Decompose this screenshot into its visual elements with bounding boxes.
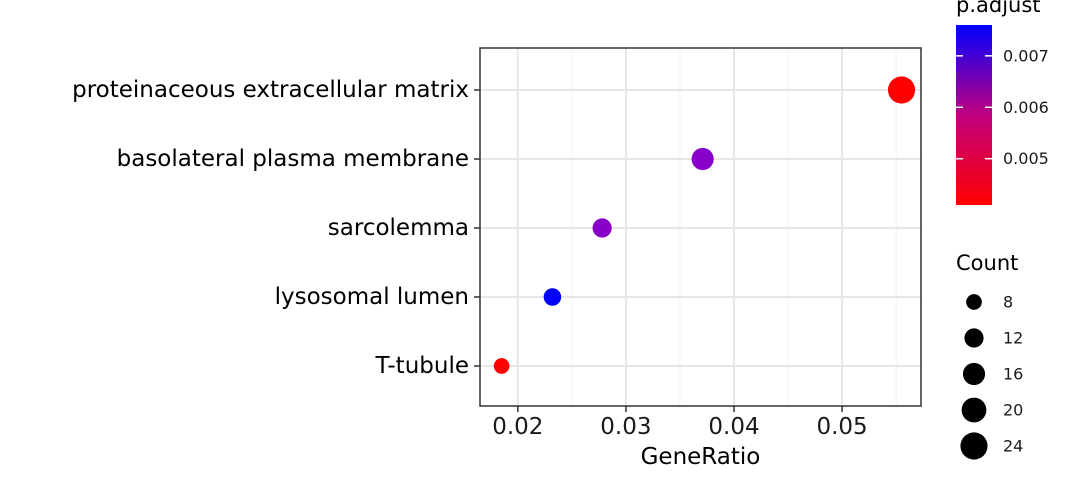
x-tick-label: 0.03: [600, 414, 651, 440]
x-tick-label: 0.05: [816, 414, 867, 440]
colorbar-ticks: 0.005 0.006 0.007: [956, 46, 1049, 168]
y-axis: proteinaceous extracellular matrix basola…: [72, 77, 480, 379]
size-legend-label: 8: [1003, 293, 1013, 312]
data-point: [543, 288, 562, 306]
x-tick-label: 0.04: [708, 414, 759, 440]
colorbar-tick-label: 0.006: [1003, 98, 1049, 117]
y-tick-label: sarcolemma: [328, 215, 469, 241]
x-axis-title: GeneRatio: [641, 444, 761, 470]
data-point: [691, 147, 714, 171]
colorbar-tick-label: 0.005: [1003, 149, 1049, 168]
colorbar: [956, 25, 992, 205]
size-legend-label: 12: [1003, 329, 1023, 348]
data-point: [493, 358, 510, 374]
x-axis: 0.02 0.03 0.04 0.05: [492, 406, 868, 440]
y-tick-label: T-tubule: [374, 353, 469, 379]
data-point: [887, 76, 916, 104]
size-legend-items: 8 12 16 20 24: [960, 293, 1023, 460]
size-legend: Count 8 12 16 20 24: [956, 251, 1023, 460]
grid-layer: [480, 48, 921, 406]
size-legend-label: 24: [1003, 437, 1023, 456]
size-legend-label: 16: [1003, 365, 1023, 384]
size-legend-title: Count: [956, 251, 1018, 275]
size-legend-dot: [966, 294, 982, 310]
color-legend-title: p.adjust: [956, 0, 1041, 17]
size-legend-dot: [962, 362, 986, 386]
panel-border: [479, 47, 922, 407]
size-legend-dot: [964, 328, 984, 348]
size-legend-dot: [961, 397, 987, 423]
points-layer: [493, 76, 916, 374]
color-legend: p.adjust 0.005 0.006 0.007: [956, 0, 1049, 205]
size-legend-dot: [960, 432, 988, 460]
y-tick-label: lysosomal lumen: [275, 284, 469, 310]
y-tick-label: proteinaceous extracellular matrix: [72, 77, 469, 103]
y-tick-label: basolateral plasma membrane: [117, 146, 469, 172]
x-tick-label: 0.02: [492, 414, 543, 440]
size-legend-label: 20: [1003, 401, 1023, 420]
colorbar-tick-label: 0.007: [1003, 46, 1049, 65]
data-point: [592, 218, 612, 238]
